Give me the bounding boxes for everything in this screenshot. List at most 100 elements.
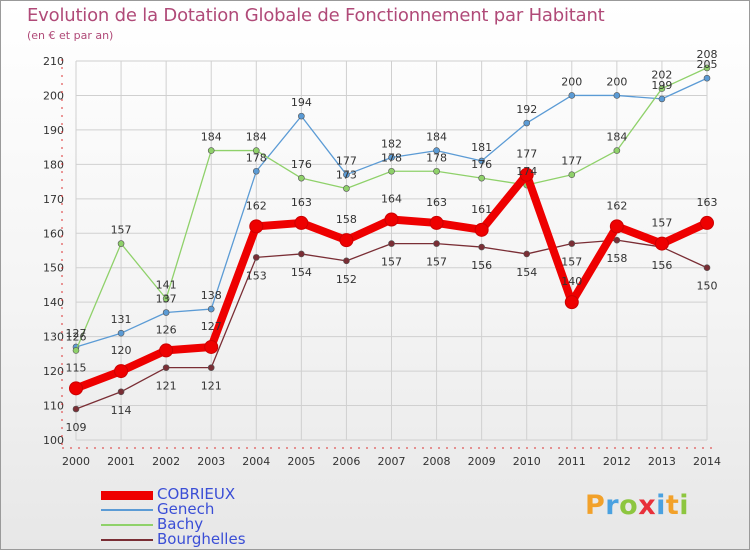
point-cobrieux [609, 219, 624, 234]
chart-subtitle: (en € et par an) [27, 29, 114, 42]
data-label-bachy: 176 [291, 158, 312, 171]
data-label-bourghelles: 121 [201, 380, 222, 393]
point-cobrieux [429, 215, 444, 230]
point-bachy [703, 64, 711, 72]
x-tick-label: 2002 [152, 455, 180, 468]
data-label-genech: 177 [336, 155, 357, 168]
logo-letter: P [585, 490, 606, 521]
point-bachy [117, 240, 125, 247]
x-tick-label: 2011 [558, 455, 586, 468]
legend-item-bourghelles: Bourghelles [101, 530, 321, 548]
data-label-bourghelles: 157 [561, 256, 582, 269]
data-label-cobrieux: 163 [697, 196, 718, 209]
point-genech [298, 112, 305, 120]
data-label-bachy: 202 [651, 69, 672, 82]
logo-letter: x [638, 490, 657, 521]
data-label-genech: 194 [291, 96, 312, 109]
data-label-cobrieux: 140 [561, 275, 582, 288]
data-label-bourghelles: 158 [606, 252, 627, 265]
legend-item-cobrieux: COBRIEUX [101, 485, 321, 503]
data-label-bourghelles: 156 [651, 259, 672, 272]
point-genech [658, 95, 666, 103]
data-label-cobrieux: 177 [516, 148, 537, 161]
point-bourghelles [72, 405, 80, 413]
y-tick-label: 160 [43, 227, 64, 240]
point-bourghelles [162, 364, 170, 371]
point-bourghelles [207, 364, 215, 371]
x-tick-label: 2001 [107, 455, 135, 468]
axes: 100 110 120 130 140 150 160 170 180 190 200 210 2000… [43, 55, 721, 468]
y-tick-label: 210 [43, 55, 64, 68]
data-label-genech: 192 [516, 103, 537, 116]
logo-letter: i [656, 490, 666, 521]
y-tick-label: 150 [43, 262, 64, 275]
y-tick-label: 190 [43, 124, 64, 137]
point-bachy [388, 167, 395, 175]
point-genech [478, 157, 485, 165]
legend-swatch-genech [101, 509, 153, 511]
data-label-bourghelles: 121 [156, 380, 177, 393]
logo-letter: i [679, 490, 690, 521]
legend-swatch-cobrieux [101, 490, 153, 500]
data-label-bachy: 177 [561, 155, 582, 168]
legend-label-genech: Genech [157, 500, 215, 518]
gridlines [75, 60, 708, 441]
legend-item-bachy: Bachy [101, 515, 321, 533]
point-bourghelles [613, 236, 621, 244]
data-label-bachy: 184 [606, 131, 627, 144]
point-bachy [162, 295, 170, 303]
data-label-bourghelles: 114 [111, 404, 132, 417]
data-label-cobrieux: 162 [606, 199, 627, 212]
y-tick-label: 180 [43, 158, 64, 171]
series-group [69, 64, 714, 413]
x-tick-label: 2004 [242, 455, 270, 468]
proxiti-logo: Proxiti [585, 490, 689, 521]
point-genech [117, 329, 125, 337]
point-bourghelles [433, 240, 440, 247]
data-label-cobrieux: 163 [426, 196, 447, 209]
legend-swatch-bourghelles [101, 539, 153, 541]
point-genech [162, 309, 170, 316]
data-label-bachy: 184 [201, 131, 222, 144]
x-tick-label: 2006 [332, 455, 360, 468]
data-label-bachy: 208 [697, 48, 718, 61]
point-bachy [72, 347, 80, 354]
x-tick-label: 2010 [513, 455, 541, 468]
data-label-cobrieux: 161 [471, 203, 492, 216]
x-tick-label: 2003 [197, 455, 225, 468]
x-tick-label: 2005 [287, 455, 315, 468]
data-label-bachy: 157 [111, 224, 132, 237]
point-bourghelles [252, 254, 260, 261]
data-label-genech: 181 [471, 141, 492, 154]
x-tick-label: 2009 [468, 455, 496, 468]
point-cobrieux [384, 212, 399, 227]
data-label-bachy: 141 [156, 279, 177, 292]
point-genech [703, 74, 711, 82]
point-bachy [343, 185, 350, 192]
logo-letter: t [665, 490, 680, 521]
point-genech [207, 305, 215, 313]
data-label-genech: 178 [246, 151, 267, 164]
point-genech [343, 171, 350, 178]
point-genech [388, 154, 395, 161]
data-label-bourghelles: 150 [697, 280, 718, 293]
legend-label-bourghelles: Bourghelles [157, 530, 246, 548]
point-cobrieux [204, 339, 219, 354]
x-tick-label: 2008 [423, 455, 451, 468]
point-bourghelles [343, 257, 350, 265]
data-label-cobrieux: 163 [291, 196, 312, 209]
point-bourghelles [388, 240, 395, 247]
data-label-cobrieux: 158 [336, 213, 357, 226]
point-genech [568, 92, 576, 99]
data-label-genech: 205 [697, 58, 718, 71]
point-genech [613, 92, 621, 99]
data-label-bachy: 176 [471, 158, 492, 171]
point-bourghelles [523, 250, 531, 258]
data-label-cobrieux: 162 [246, 199, 267, 212]
data-labels: 127 131 137 138 178 194 177 182 184 181 192 200 200 1… [66, 48, 718, 434]
point-cobrieux [654, 236, 669, 251]
data-label-cobrieux: 127 [201, 320, 222, 333]
point-genech [523, 119, 531, 127]
point-cobrieux [564, 295, 579, 310]
point-cobrieux [249, 219, 264, 234]
